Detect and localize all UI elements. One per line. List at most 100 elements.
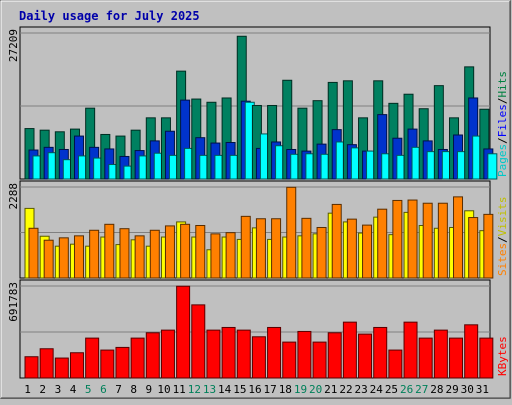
- bar-kbytes-day-13: [206, 329, 221, 379]
- y-max-label: 2288: [7, 183, 20, 210]
- bar-kbytes-day-22: [342, 321, 357, 379]
- bar-kbytes-day-11: [176, 285, 191, 379]
- bar-kbytes-day-2: [39, 348, 54, 379]
- bar-kbytes-day-19: [297, 330, 312, 379]
- bar-sites-day-31: [483, 213, 494, 279]
- x-tick-day-21: 21: [324, 383, 337, 396]
- x-tick-day-2: 2: [39, 383, 46, 396]
- x-tick-day-22: 22: [339, 383, 352, 396]
- bar-sites-day-3: [58, 237, 69, 279]
- x-tick-day-9: 9: [146, 383, 153, 396]
- bar-kbytes-day-20: [312, 341, 327, 379]
- bar-sites-day-24: [377, 208, 388, 279]
- bar-kbytes-day-30: [464, 324, 479, 379]
- bar-sites-day-18: [286, 186, 297, 279]
- x-tick-day-29: 29: [445, 383, 458, 396]
- bar-sites-day-14: [225, 232, 236, 279]
- bar-sites-day-30: [468, 217, 479, 279]
- bar-kbytes-day-8: [130, 337, 145, 379]
- x-tick-day-17: 17: [264, 383, 277, 396]
- bar-sites-day-8: [134, 235, 145, 279]
- bar-kbytes-day-21: [327, 332, 342, 379]
- bar-kbytes-day-1: [24, 356, 39, 379]
- legend-entry: Pages: [496, 144, 509, 177]
- bar-sites-day-12: [195, 225, 206, 279]
- legend-entry: Visits: [496, 197, 509, 237]
- bar-sites-day-9: [149, 229, 160, 279]
- x-tick-day-27: 27: [415, 383, 428, 396]
- bar-sites-day-11: [180, 223, 191, 279]
- bar-sites-day-25: [392, 199, 403, 279]
- bar-sites-day-19: [301, 217, 312, 279]
- legend-entry: /: [496, 98, 509, 105]
- bar-sites-day-4: [73, 235, 84, 279]
- x-tick-day-6: 6: [100, 383, 107, 396]
- bar-kbytes-day-23: [358, 333, 373, 379]
- bar-kbytes-day-16: [251, 336, 266, 379]
- x-tick-day-31: 31: [476, 383, 489, 396]
- bar-kbytes-day-12: [191, 304, 206, 379]
- bar-kbytes-day-6: [100, 349, 115, 379]
- x-tick-day-24: 24: [370, 383, 384, 396]
- bar-kbytes-day-15: [236, 329, 251, 379]
- bar-sites-day-29: [453, 196, 464, 279]
- x-tick-day-16: 16: [248, 383, 261, 396]
- legend-entry: Sites: [496, 243, 509, 276]
- bar-kbytes-day-26: [403, 321, 418, 379]
- legend: Pages/Files/Hits: [496, 71, 509, 177]
- bar-sites-day-22: [346, 218, 357, 279]
- x-tick-day-7: 7: [115, 383, 122, 396]
- bar-sites-day-13: [210, 233, 221, 279]
- bar-kbytes-day-18: [282, 341, 297, 379]
- bar-sites-day-6: [104, 223, 115, 279]
- bar-sites-day-15: [240, 215, 251, 279]
- bar-kbytes-day-25: [388, 349, 403, 379]
- x-tick-day-30: 30: [461, 383, 474, 396]
- bar-kbytes-day-14: [221, 326, 236, 379]
- bar-kbytes-day-9: [145, 332, 160, 379]
- chart-panel-3: 691783 KBytes: [7, 279, 509, 379]
- bar-sites-day-2: [43, 239, 54, 279]
- legend: Sites/Visits: [496, 197, 509, 277]
- bar-pages-day-31: [487, 153, 498, 180]
- legend-entry: /: [496, 236, 509, 243]
- bar-sites-day-5: [89, 229, 100, 279]
- x-tick-day-5: 5: [85, 383, 92, 396]
- legend-entry: Files: [496, 104, 509, 137]
- bar-kbytes-day-4: [69, 352, 84, 379]
- legend-entry: KBytes: [496, 336, 509, 376]
- bar-kbytes-day-10: [160, 329, 175, 379]
- bar-kbytes-day-3: [54, 357, 69, 379]
- x-tick-day-19: 19: [294, 383, 307, 396]
- bar-kbytes-day-24: [373, 326, 388, 379]
- x-tick-day-8: 8: [130, 383, 137, 396]
- bar-kbytes-day-7: [115, 346, 130, 379]
- x-tick-day-10: 10: [157, 383, 170, 396]
- bar-sites-day-10: [164, 225, 175, 279]
- bar-kbytes-day-29: [449, 337, 464, 379]
- x-tick-day-1: 1: [24, 383, 31, 396]
- x-tick-day-12: 12: [188, 383, 201, 396]
- bar-sites-day-16: [255, 218, 266, 279]
- x-tick-day-28: 28: [430, 383, 443, 396]
- y-max-label: 27209: [7, 29, 20, 62]
- chart-panel-2: 2288 Sites/Visits: [7, 180, 509, 279]
- legend: KBytes: [496, 336, 509, 376]
- bar-sites-day-1: [28, 227, 39, 279]
- x-tick-day-20: 20: [309, 383, 322, 396]
- legend-entry: /: [496, 137, 509, 144]
- bar-sites-day-21: [331, 203, 342, 279]
- x-tick-day-14: 14: [218, 383, 232, 396]
- bar-sites-day-17: [271, 218, 282, 279]
- x-tick-day-4: 4: [70, 383, 77, 396]
- bar-sites-day-20: [316, 226, 327, 279]
- bar-kbytes-day-28: [433, 329, 448, 379]
- x-tick-day-23: 23: [355, 383, 368, 396]
- x-tick-day-3: 3: [55, 383, 62, 396]
- bar-sites-day-26: [407, 199, 418, 279]
- x-tick-day-26: 26: [400, 383, 413, 396]
- x-tick-day-13: 13: [203, 383, 216, 396]
- x-tick-day-18: 18: [279, 383, 292, 396]
- bar-kbytes-day-5: [85, 337, 100, 379]
